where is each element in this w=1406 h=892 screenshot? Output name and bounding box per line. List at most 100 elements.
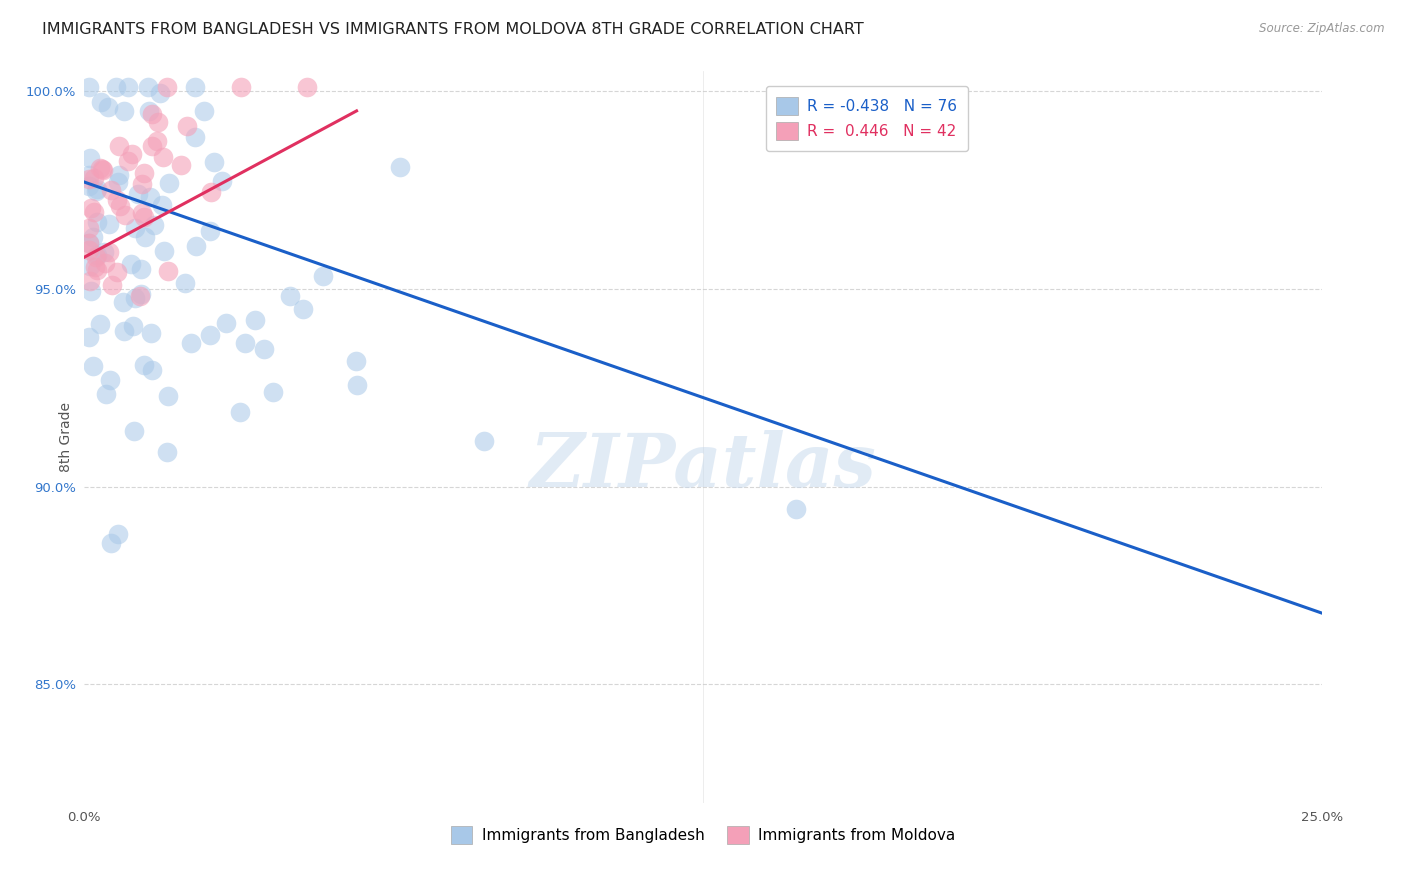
Point xyxy=(86,215,108,229)
Point xyxy=(198,328,221,343)
Point xyxy=(291,301,314,316)
Point xyxy=(104,80,127,95)
Point xyxy=(145,134,167,148)
Point xyxy=(80,285,103,299)
Point xyxy=(183,130,205,145)
Point xyxy=(131,205,153,219)
Point xyxy=(79,169,101,183)
Point xyxy=(83,204,105,219)
Point xyxy=(79,330,101,344)
Point xyxy=(141,326,163,341)
Point xyxy=(120,257,142,271)
Point xyxy=(136,80,159,95)
Point xyxy=(79,235,101,250)
Point xyxy=(129,288,152,302)
Point xyxy=(233,336,256,351)
Point xyxy=(97,100,120,114)
Point xyxy=(79,152,101,166)
Text: Source: ZipAtlas.com: Source: ZipAtlas.com xyxy=(1260,22,1385,36)
Point xyxy=(129,262,152,277)
Point xyxy=(105,265,128,279)
Point xyxy=(202,154,225,169)
Point xyxy=(153,244,176,259)
Point xyxy=(141,107,163,121)
Text: ZIPatlas: ZIPatlas xyxy=(530,430,876,502)
Point xyxy=(170,158,193,172)
Point xyxy=(112,104,135,119)
Point xyxy=(112,294,135,309)
Point xyxy=(79,235,101,250)
Legend: Immigrants from Bangladesh, Immigrants from Moldova: Immigrants from Bangladesh, Immigrants f… xyxy=(444,820,962,850)
Point xyxy=(146,115,169,129)
Point xyxy=(174,276,197,290)
Point xyxy=(122,424,145,438)
Point xyxy=(86,262,108,277)
Point xyxy=(124,291,146,305)
Point xyxy=(84,184,107,198)
Point xyxy=(186,238,208,252)
Point xyxy=(91,162,114,177)
Point xyxy=(156,264,179,278)
Point xyxy=(79,179,101,194)
Point xyxy=(149,87,172,101)
Point xyxy=(124,221,146,235)
Point xyxy=(131,177,153,191)
Point xyxy=(108,168,131,182)
Point xyxy=(229,405,252,419)
Point xyxy=(82,230,104,244)
Point xyxy=(79,221,101,235)
Point xyxy=(86,182,108,196)
Point xyxy=(157,388,180,402)
Point xyxy=(83,171,105,186)
Point xyxy=(785,502,807,516)
Point xyxy=(79,260,101,274)
Point xyxy=(184,80,207,95)
Point xyxy=(229,80,252,95)
Point xyxy=(211,174,233,188)
Point xyxy=(107,527,129,541)
Point xyxy=(98,373,121,387)
Point xyxy=(79,274,101,288)
Point xyxy=(346,377,368,392)
Point xyxy=(252,342,274,356)
Text: IMMIGRANTS FROM BANGLADESH VS IMMIGRANTS FROM MOLDOVA 8TH GRADE CORRELATION CHAR: IMMIGRANTS FROM BANGLADESH VS IMMIGRANTS… xyxy=(42,22,863,37)
Point xyxy=(311,269,333,284)
Point xyxy=(83,260,105,275)
Point xyxy=(344,353,367,368)
Point xyxy=(262,385,284,400)
Point xyxy=(129,286,152,301)
Point xyxy=(97,245,120,260)
Point xyxy=(157,176,180,190)
Point xyxy=(93,244,115,259)
Point xyxy=(215,316,238,330)
Point xyxy=(472,434,495,448)
Point xyxy=(105,193,128,207)
Point xyxy=(122,318,145,333)
Point xyxy=(295,80,318,95)
Point xyxy=(79,171,101,186)
Point xyxy=(117,154,139,169)
Point xyxy=(134,210,156,224)
Point xyxy=(389,160,412,174)
Y-axis label: 8th Grade: 8th Grade xyxy=(59,402,73,472)
Point xyxy=(114,208,136,222)
Point xyxy=(245,313,267,327)
Point xyxy=(139,190,162,204)
Point xyxy=(86,247,108,261)
Point xyxy=(89,161,111,176)
Point xyxy=(132,358,155,372)
Point xyxy=(100,183,122,197)
Point xyxy=(134,166,156,180)
Point xyxy=(156,80,179,95)
Point xyxy=(141,139,163,153)
Point xyxy=(101,277,124,292)
Point xyxy=(89,317,111,331)
Point xyxy=(127,186,149,201)
Point xyxy=(94,256,117,270)
Point xyxy=(112,324,135,338)
Point xyxy=(150,198,173,212)
Point xyxy=(108,139,131,153)
Point xyxy=(193,104,215,119)
Point xyxy=(138,104,160,119)
Point xyxy=(100,536,122,550)
